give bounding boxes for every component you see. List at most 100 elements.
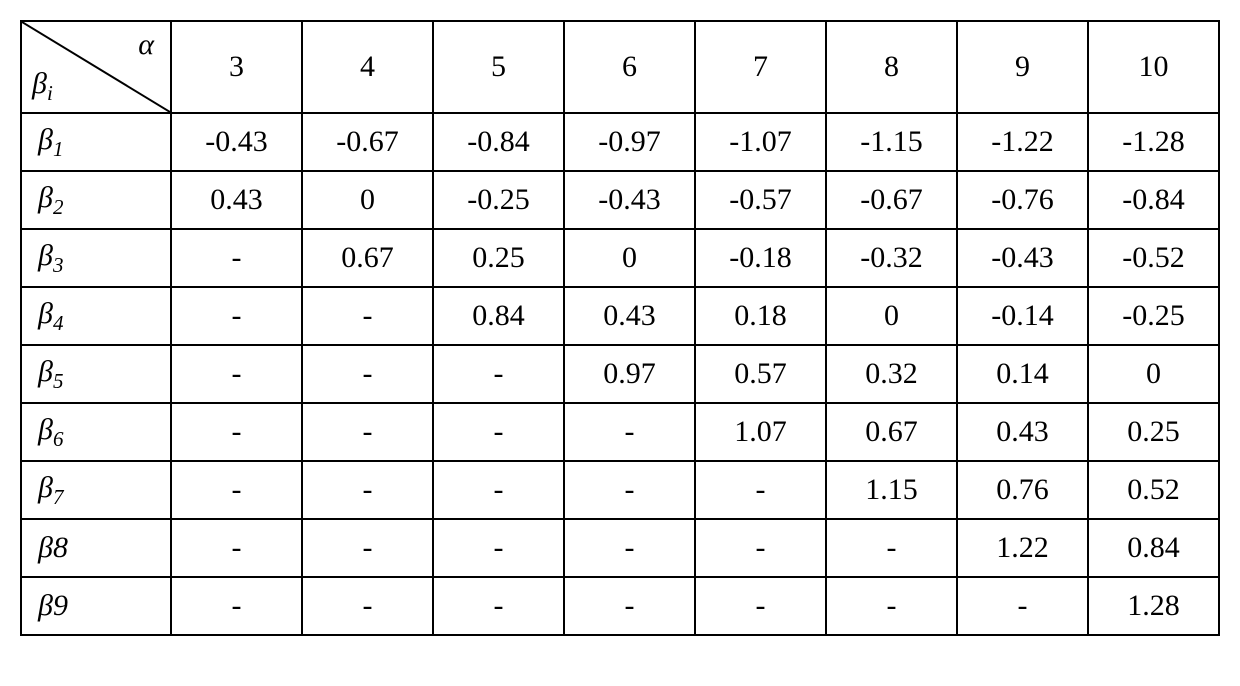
table-cell: -0.43 [957, 229, 1088, 287]
table-cell: -0.43 [564, 171, 695, 229]
table-cell: - [302, 461, 433, 519]
table-cell: -0.76 [957, 171, 1088, 229]
table-cell: 0.25 [433, 229, 564, 287]
table-cell: -0.67 [302, 113, 433, 171]
row-label: β9 [21, 577, 171, 635]
table-cell: 0.43 [957, 403, 1088, 461]
table-cell: -0.52 [1088, 229, 1219, 287]
table-cell: 0.76 [957, 461, 1088, 519]
table-cell: - [826, 577, 957, 635]
table-cell: - [302, 577, 433, 635]
column-header: 6 [564, 21, 695, 113]
table-cell: 0 [564, 229, 695, 287]
table-cell: -1.15 [826, 113, 957, 171]
table-cell: -1.07 [695, 113, 826, 171]
table-cell: -0.67 [826, 171, 957, 229]
table-cell: 0.84 [1088, 519, 1219, 577]
column-header: 10 [1088, 21, 1219, 113]
table-cell: - [302, 345, 433, 403]
table-cell: -1.28 [1088, 113, 1219, 171]
beta-alpha-table: α βi 3 4 5 6 7 8 9 10 β1 -0.43 -0.67 -0.… [20, 20, 1220, 636]
col-axis-label: α [138, 28, 154, 62]
table-cell: 0.52 [1088, 461, 1219, 519]
table-cell: - [171, 577, 302, 635]
row-label: β1 [21, 113, 171, 171]
table-cell: - [433, 577, 564, 635]
table-cell: - [564, 577, 695, 635]
diagonal-header-cell: α βi [21, 21, 171, 113]
row-label: β2 [21, 171, 171, 229]
table-cell: - [433, 519, 564, 577]
table-cell: 0.18 [695, 287, 826, 345]
table-cell: 0.84 [433, 287, 564, 345]
table-cell: - [564, 403, 695, 461]
row-axis-label: βi [32, 67, 53, 106]
column-header: 7 [695, 21, 826, 113]
table-cell: - [695, 461, 826, 519]
table-cell: -0.32 [826, 229, 957, 287]
table-cell: 0 [1088, 345, 1219, 403]
table-cell: - [433, 461, 564, 519]
row-label: β3 [21, 229, 171, 287]
table-row: β2 0.43 0 -0.25 -0.43 -0.57 -0.67 -0.76 … [21, 171, 1219, 229]
table-row: β5 - - - 0.97 0.57 0.32 0.14 0 [21, 345, 1219, 403]
column-header: 9 [957, 21, 1088, 113]
table-cell: -0.14 [957, 287, 1088, 345]
table-cell: - [171, 287, 302, 345]
table-cell: 0.14 [957, 345, 1088, 403]
table-cell: - [695, 577, 826, 635]
table-row: β4 - - 0.84 0.43 0.18 0 -0.14 -0.25 [21, 287, 1219, 345]
row-label: β8 [21, 519, 171, 577]
table-cell: - [302, 403, 433, 461]
column-header: 8 [826, 21, 957, 113]
row-label: β6 [21, 403, 171, 461]
table-cell: - [171, 403, 302, 461]
table-row: β8 - - - - - - 1.22 0.84 [21, 519, 1219, 577]
table-cell: 0.43 [171, 171, 302, 229]
row-label: β4 [21, 287, 171, 345]
table-cell: -0.84 [433, 113, 564, 171]
table-cell: 0.32 [826, 345, 957, 403]
table-row: β7 - - - - - 1.15 0.76 0.52 [21, 461, 1219, 519]
table-row: β1 -0.43 -0.67 -0.84 -0.97 -1.07 -1.15 -… [21, 113, 1219, 171]
table-cell: 0.25 [1088, 403, 1219, 461]
table-cell: 0.67 [826, 403, 957, 461]
table-cell: - [171, 519, 302, 577]
header-row: α βi 3 4 5 6 7 8 9 10 [21, 21, 1219, 113]
table-cell: - [171, 345, 302, 403]
row-label: β7 [21, 461, 171, 519]
table-cell: - [433, 403, 564, 461]
table-row: β3 - 0.67 0.25 0 -0.18 -0.32 -0.43 -0.52 [21, 229, 1219, 287]
column-header: 3 [171, 21, 302, 113]
table-cell: - [302, 287, 433, 345]
table-cell: 0.57 [695, 345, 826, 403]
table-cell: - [826, 519, 957, 577]
table-cell: -0.25 [1088, 287, 1219, 345]
table-cell: -0.18 [695, 229, 826, 287]
table-cell: 1.22 [957, 519, 1088, 577]
table-cell: 0.43 [564, 287, 695, 345]
table-cell: -0.57 [695, 171, 826, 229]
table-body: α βi 3 4 5 6 7 8 9 10 β1 -0.43 -0.67 -0.… [21, 21, 1219, 635]
table-cell: 0.67 [302, 229, 433, 287]
table-cell: - [564, 461, 695, 519]
table-cell: - [564, 519, 695, 577]
table-cell: -0.84 [1088, 171, 1219, 229]
table-cell: -0.97 [564, 113, 695, 171]
table-cell: -1.22 [957, 113, 1088, 171]
table-cell: - [171, 461, 302, 519]
table-cell: 1.28 [1088, 577, 1219, 635]
table-cell: - [695, 519, 826, 577]
table-row: β9 - - - - - - - 1.28 [21, 577, 1219, 635]
table-cell: 0.97 [564, 345, 695, 403]
table-row: β6 - - - - 1.07 0.67 0.43 0.25 [21, 403, 1219, 461]
column-header: 5 [433, 21, 564, 113]
table-cell: - [302, 519, 433, 577]
table-cell: - [433, 345, 564, 403]
row-label: β5 [21, 345, 171, 403]
table-cell: 0 [302, 171, 433, 229]
table-cell: 1.15 [826, 461, 957, 519]
table-cell: - [957, 577, 1088, 635]
table-cell: 0 [826, 287, 957, 345]
table-cell: 1.07 [695, 403, 826, 461]
